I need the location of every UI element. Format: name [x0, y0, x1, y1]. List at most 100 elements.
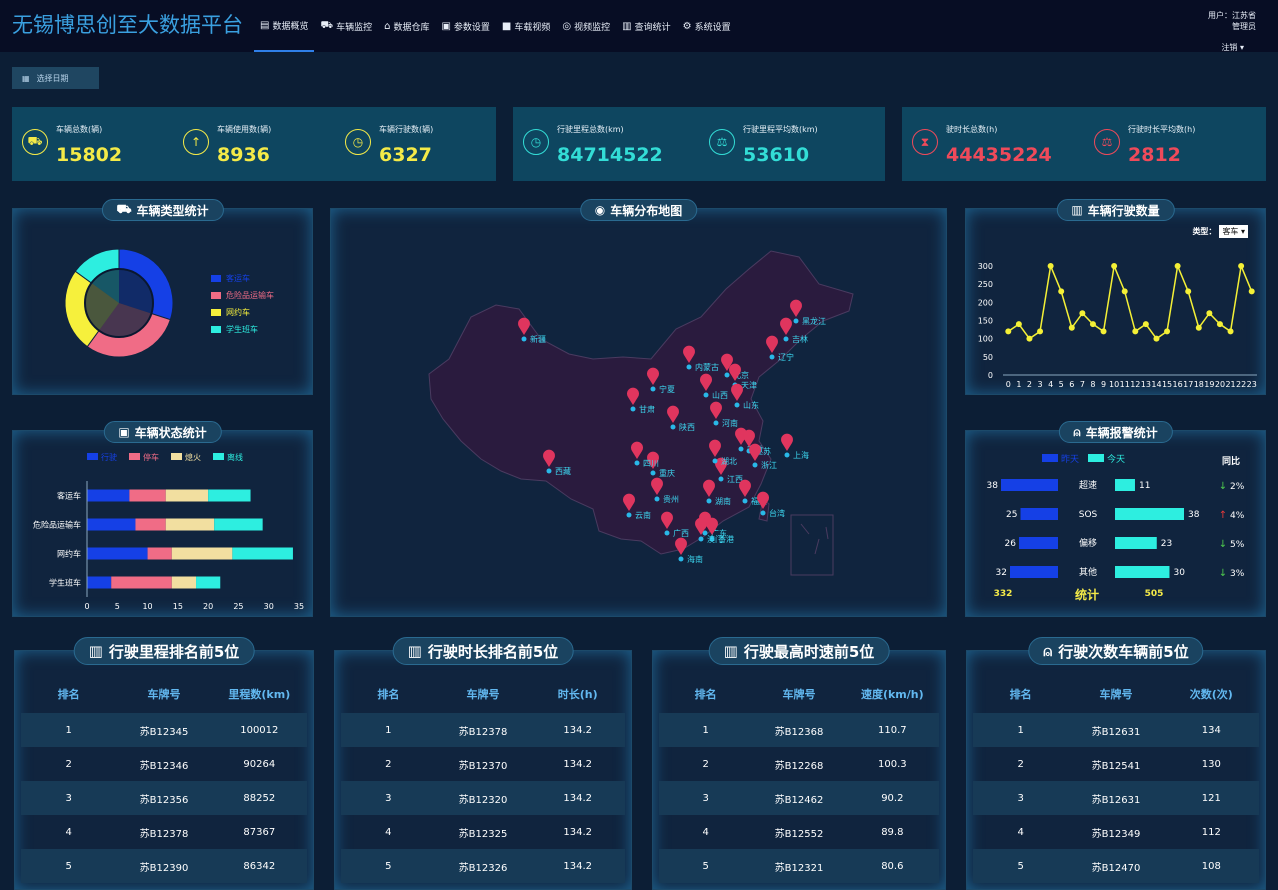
table-row[interactable]: 1 苏B12378 134.2: [341, 713, 625, 747]
column-header[interactable]: 里程数(km): [228, 688, 291, 701]
x-tick-label: 18: [1194, 380, 1204, 389]
data-point: [1121, 288, 1128, 295]
table-row[interactable]: 4 苏B12325 134.2: [341, 815, 625, 849]
table-cell: 5: [385, 860, 392, 872]
column-header[interactable]: 车牌号: [1099, 688, 1133, 701]
china-map[interactable]: 新疆西藏宁夏甘肃陕西内蒙古山西北京天津山东河南黑龙江吉林辽宁安徽江苏上海浙江江西…: [331, 209, 948, 618]
table-row[interactable]: 1 苏B12345 100012: [21, 713, 307, 747]
city-label: 河南: [722, 418, 738, 428]
city-label: 新疆: [530, 334, 546, 344]
kpi-driving-vehicles: ◷ 车辆行驶数(辆) 6327: [335, 107, 495, 181]
nav-item-vehicle-video[interactable]: ■ 车载视频: [496, 0, 556, 52]
vehicle-type-select[interactable]: 类型： 客车 ▾: [1192, 225, 1248, 238]
nav-item-vehicle-monitor[interactable]: ⛟ 车辆监控: [314, 0, 378, 52]
table-cell: 苏B12631: [1091, 794, 1141, 806]
city-dot: [650, 386, 656, 392]
kpi-label: 车辆使用数(辆): [217, 125, 272, 134]
table-row[interactable]: 3 苏B12462 90.2: [659, 781, 939, 815]
stacked-bar-segment: [135, 518, 166, 531]
table-row[interactable]: 5 苏B12390 86342: [21, 849, 307, 883]
nav-item-system-settings[interactable]: ⚙ 系统设置: [677, 0, 737, 52]
nav-item-video-monitor[interactable]: ◎ 视频监控: [556, 0, 616, 52]
ranking-chart-icon: ▥: [88, 642, 103, 660]
table-row[interactable]: 5 苏B12321 80.6: [659, 849, 939, 883]
nav-item-data-overview[interactable]: ▤ 数据概览: [254, 0, 315, 52]
x-tick-label: 19: [1204, 380, 1214, 389]
table-row[interactable]: 4 苏B12349 112: [973, 815, 1259, 849]
x-tick-label: 9: [1101, 380, 1106, 389]
city-label: 黑龙江: [802, 316, 826, 326]
settings-form-icon: ▣: [441, 20, 451, 32]
nav-label: 数据概览: [272, 21, 309, 32]
table-cell: 121: [1201, 792, 1221, 804]
south-china-sea-inset: [790, 514, 834, 576]
type-select-value[interactable]: 客车 ▾: [1219, 225, 1248, 238]
table-row[interactable]: 2 苏B12268 100.3: [659, 747, 939, 781]
table-row[interactable]: 4 苏B12378 87367: [21, 815, 307, 849]
column-header[interactable]: 排名: [694, 688, 717, 701]
balance-icon: ⚖: [1094, 129, 1120, 155]
timer-icon: ◷: [523, 129, 549, 155]
kpi-avg-mileage: ⚖ 行驶里程平均数(km) 53610: [699, 107, 884, 181]
table-cell: 苏B12390: [139, 862, 189, 874]
legend-label: 危险品运输车: [226, 291, 274, 300]
x-tick-label: 3: [1037, 380, 1042, 389]
column-header[interactable]: 次数(次): [1189, 688, 1233, 701]
table-cell: 苏B12321: [774, 862, 824, 874]
table-cell: 134.2: [563, 758, 592, 770]
table-cell: 134: [1201, 724, 1221, 736]
nav-item-data-warehouse[interactable]: ⌂ 数据仓库: [378, 0, 435, 52]
column-header[interactable]: 排名: [1009, 688, 1032, 701]
ranking-table-body: 排名 车牌号 里程数(km) 1 苏B12345 100012 2 苏B12346 90264 3…: [21, 675, 307, 883]
table-row[interactable]: 3 苏B12631 121: [973, 781, 1259, 815]
table-row[interactable]: 4 苏B12552 89.8: [659, 815, 939, 849]
table-row[interactable]: 5 苏B12470 108: [973, 849, 1259, 883]
legend-item[interactable]: 客运车: [211, 273, 274, 284]
stacked-bar-segment: [129, 489, 166, 502]
logout-dropdown[interactable]: 注销 ▾: [1221, 42, 1244, 53]
column-header[interactable]: 速度(km/h): [860, 688, 924, 701]
nav-label: 车辆监控: [336, 22, 373, 33]
data-point: [1227, 328, 1234, 335]
city-label: 内蒙古: [695, 362, 719, 372]
column-header[interactable]: 排名: [377, 688, 400, 701]
total-today: 505: [1145, 589, 1164, 599]
data-point: [1111, 263, 1118, 269]
car-icon: ⛟: [320, 19, 334, 31]
panel-title: ⛟ 车辆类型统计: [101, 199, 224, 221]
table-cell: 2: [702, 758, 709, 770]
yesterday-value: 32: [996, 568, 1007, 578]
column-header[interactable]: 时长(h): [557, 688, 598, 701]
legend-item[interactable]: 网约车: [211, 307, 274, 318]
table-row[interactable]: 2 苏B12541 130: [973, 747, 1259, 781]
column-header[interactable]: 车牌号: [147, 688, 181, 701]
legend-item[interactable]: 危险品运输车: [211, 290, 274, 301]
location-pin-icon: [739, 479, 751, 497]
nav-item-query-stats[interactable]: ▥ 查询统计: [616, 0, 676, 52]
table-row[interactable]: 5 苏B12326 134.2: [341, 849, 625, 883]
table-row[interactable]: 1 苏B12368 110.7: [659, 713, 939, 747]
inset-islands: [800, 523, 829, 555]
data-point: [1079, 310, 1086, 317]
today-value: 38: [1188, 510, 1200, 520]
column-header[interactable]: 车牌号: [782, 688, 816, 701]
table-row[interactable]: 2 苏B12370 134.2: [341, 747, 625, 781]
table-cell: 110.7: [878, 724, 907, 736]
x-tick-label: 21: [1225, 380, 1235, 389]
kpi-label: 行驶里程平均数(km): [743, 125, 818, 134]
table-header-row: 排名 车牌号 速度(km/h): [659, 675, 939, 713]
table-row[interactable]: 3 苏B12320 134.2: [341, 781, 625, 815]
table-cell: 4: [385, 826, 392, 838]
date-picker-button[interactable]: ▦ 选择日期: [12, 67, 99, 89]
stacked-bar-segment: [87, 547, 148, 560]
column-header[interactable]: 车牌号: [466, 688, 500, 701]
location-pin-icon: [781, 433, 793, 451]
table-cell: 5: [65, 860, 72, 872]
column-header[interactable]: 排名: [57, 688, 80, 701]
city-dot: [769, 354, 775, 360]
legend-item[interactable]: 学生班车: [211, 324, 274, 335]
table-row[interactable]: 2 苏B12346 90264: [21, 747, 307, 781]
nav-item-parameter-settings[interactable]: ▣ 参数设置: [435, 0, 495, 52]
table-row[interactable]: 3 苏B12356 88252: [21, 781, 307, 815]
table-row[interactable]: 1 苏B12631 134: [973, 713, 1259, 747]
